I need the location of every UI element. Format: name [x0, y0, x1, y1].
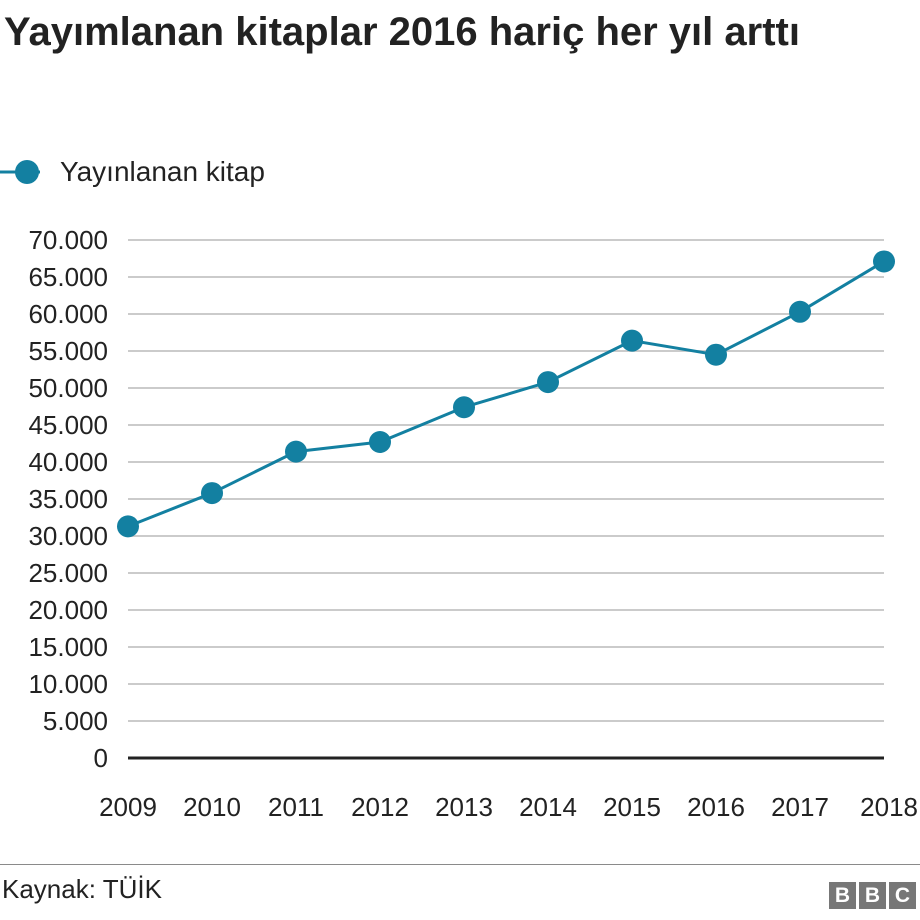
y-tick-label: 70.000	[28, 225, 108, 255]
data-point	[705, 343, 727, 366]
bbc-logo-letter: B	[829, 882, 856, 909]
x-tick-label: 2011	[268, 792, 324, 822]
legend-marker-icon	[0, 160, 40, 184]
series-line	[127, 260, 885, 528]
x-tick-label: 2016	[687, 792, 745, 822]
y-tick-label: 10.000	[28, 669, 108, 699]
data-point	[537, 371, 559, 394]
y-tick-label: 15.000	[28, 632, 108, 662]
x-tick-label: 2009	[99, 792, 157, 822]
source-note: Kaynak: TÜİK	[2, 874, 162, 904]
x-tick-label: 2014	[519, 792, 577, 822]
y-tick-label: 45.000	[28, 410, 108, 440]
y-tick-label: 40.000	[28, 447, 108, 477]
data-point	[873, 250, 895, 273]
y-tick-label: 30.000	[28, 521, 108, 551]
y-tick-label: 55.000	[28, 336, 108, 366]
y-tick-label: 5.000	[43, 706, 108, 736]
bbc-logo-letter: B	[859, 882, 886, 909]
x-tick-label: 2012	[351, 792, 409, 822]
data-point	[285, 440, 307, 463]
data-point	[621, 329, 643, 352]
bbc-logo-letter: C	[889, 882, 916, 909]
y-tick-label: 60.000	[28, 299, 108, 329]
x-tick-label: 2013	[435, 792, 493, 822]
x-tick-label: 2018	[860, 792, 918, 822]
chart-title: Yayımlanan kitaplar 2016 hariç her yıl a…	[4, 10, 800, 54]
data-point	[453, 396, 475, 419]
x-tick-label: 2015	[603, 792, 661, 822]
data-point	[201, 482, 223, 505]
data-point	[369, 431, 391, 454]
y-tick-label: 50.000	[28, 373, 108, 403]
line-chart: 0 5.000 10.000 15.000 20.000 25.000 30.000 35.0…	[28, 225, 918, 822]
y-tick-label: 35.000	[28, 484, 108, 514]
y-tick-label: 0	[94, 743, 108, 773]
footer-divider	[0, 864, 920, 865]
y-tick-label: 25.000	[28, 558, 108, 588]
bbc-logo: B B C	[829, 882, 916, 909]
y-tick-label: 20.000	[28, 595, 108, 625]
data-point	[117, 515, 139, 538]
legend-label: Yayınlanan kitap	[60, 156, 265, 187]
legend: Yayınlanan kitap	[0, 150, 265, 194]
data-point	[789, 300, 811, 323]
x-tick-label: 2010	[183, 792, 241, 822]
y-tick-label: 65.000	[28, 262, 108, 292]
x-tick-label: 2017	[771, 792, 829, 822]
